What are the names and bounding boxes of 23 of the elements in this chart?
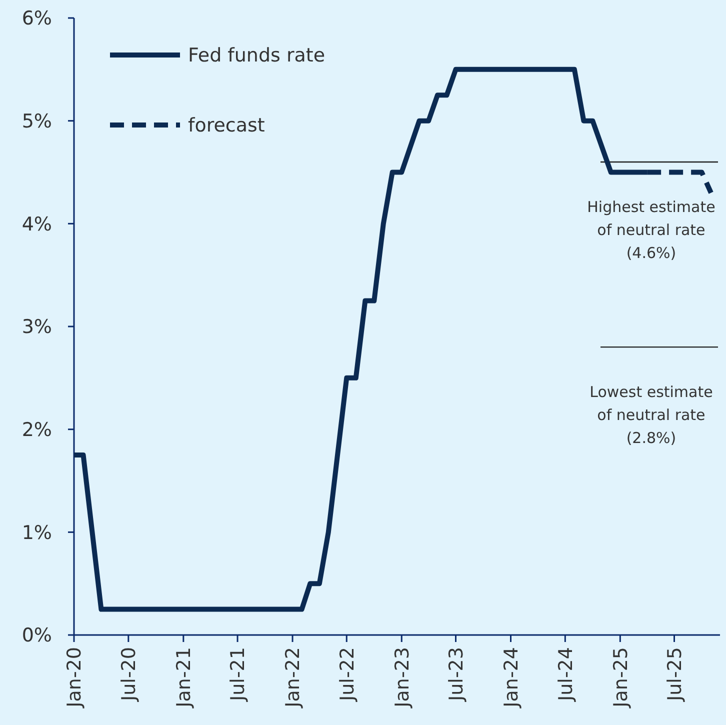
x-tick-label: Jan-23 bbox=[391, 647, 414, 708]
x-tick-label: Jul-24 bbox=[554, 647, 577, 702]
x-tick-label: Jul-21 bbox=[227, 647, 250, 702]
x-tick-label: Jan-20 bbox=[64, 647, 86, 708]
x-tick-label: Jan-24 bbox=[500, 647, 522, 708]
x-tick-label: Jul-23 bbox=[445, 647, 468, 702]
x-tick-label: Jan-25 bbox=[610, 647, 632, 708]
x-tick-label: Jul-22 bbox=[336, 647, 358, 702]
y-tick-label: 6% bbox=[22, 8, 52, 30]
legend-label: Fed funds rate bbox=[188, 44, 326, 67]
ref-line-label: Lowest estimate of neutral rate (2.8%) bbox=[590, 383, 713, 448]
x-tick-label: Jan-22 bbox=[282, 647, 304, 708]
y-tick-label: 3% bbox=[22, 316, 52, 338]
legend-label: forecast bbox=[188, 114, 265, 137]
x-tick-label: Jan-21 bbox=[173, 647, 196, 708]
ref-line-label: Highest estimate of neutral rate (4.6%) bbox=[587, 198, 716, 262]
y-tick-label: 2% bbox=[22, 418, 52, 441]
y-tick-label: 5% bbox=[22, 110, 52, 132]
y-tick-label: 4% bbox=[22, 213, 52, 236]
y-tick-label: 1% bbox=[22, 522, 52, 544]
x-tick-label: Jul-25 bbox=[664, 647, 686, 702]
x-tick-label: Jul-20 bbox=[118, 647, 140, 702]
y-tick-label: 0% bbox=[22, 624, 52, 647]
